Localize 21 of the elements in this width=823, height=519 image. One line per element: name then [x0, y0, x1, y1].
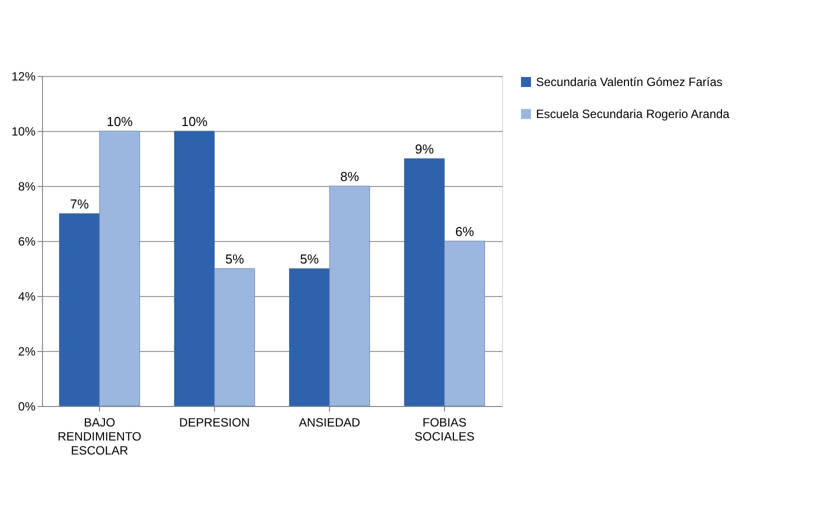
- data-label: 9%: [414, 142, 434, 156]
- data-label: 8%: [340, 169, 360, 184]
- data-label: 5%: [300, 252, 320, 266]
- data-label: 10%: [106, 114, 134, 129]
- y-tick-label: 12%: [11, 70, 36, 84]
- data-label: 6%: [455, 224, 474, 239]
- data-label: 7%: [70, 196, 90, 212]
- data-label: 10%: [181, 114, 208, 129]
- x-tick-label: BAJO RENDIMIENTO ESCOLAR: [58, 416, 142, 458]
- y-tick-label: 10%: [11, 124, 36, 138]
- y-tick-label: 4%: [18, 290, 36, 304]
- x-tick-label: FOBIAS SOCIALES: [414, 416, 475, 444]
- legend-label: Escuela Secundaria Rogerio Aranda: [536, 107, 730, 121]
- y-tick-label: 0%: [18, 400, 36, 414]
- x-tick-label: DEPRESION: [179, 416, 250, 430]
- y-tick-label: 6%: [18, 234, 36, 248]
- legend-label: Secundaria Valentín Gómez Farías: [536, 75, 723, 89]
- data-label: 5%: [225, 252, 244, 266]
- y-tick-label: 2%: [18, 344, 36, 358]
- y-tick-label: 8%: [18, 180, 36, 194]
- x-tick-label: ANSIEDAD: [298, 416, 360, 430]
